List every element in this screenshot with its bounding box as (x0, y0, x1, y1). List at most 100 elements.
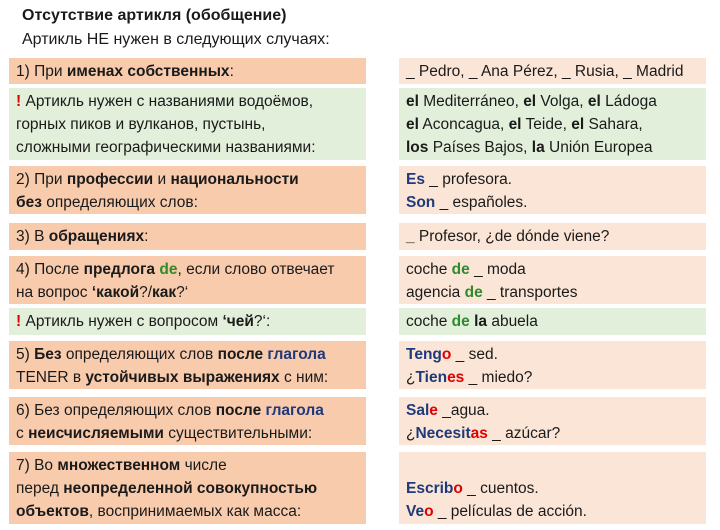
text-line: Es _ profesora. (406, 168, 699, 191)
text-segment: 1) При (16, 63, 67, 80)
text-segment: _ transportes (482, 284, 578, 301)
example-2-cell: Es _ profesora. Son _ españoles. (399, 166, 706, 214)
text-segment: la (531, 139, 545, 156)
text-line: 6) Без определяющих слов после глагола (16, 399, 359, 422)
text-segment: ¿ (406, 369, 416, 386)
text-segment: Sahara, (584, 116, 643, 133)
text-segment: Aconcagua, (418, 116, 509, 133)
text-segment: без (16, 194, 42, 211)
text-segment: o (453, 480, 463, 497)
text-segment: _ españoles. (435, 194, 528, 211)
text-segment: Ládoga (600, 93, 657, 110)
text-segment: e (429, 402, 438, 419)
text-line: 3) В обращениях: (16, 225, 359, 248)
rule-2-cell: 2) При профессии и национальности без опр… (9, 166, 366, 214)
text-line: coche de la abuela (406, 310, 699, 333)
text-segment: глагола (267, 346, 326, 363)
text-segment: Ve (406, 503, 425, 520)
text-segment: ! (16, 93, 22, 110)
text-segment: Артикль нужен с названиями водоёмов, (21, 93, 314, 110)
text-segment: el (523, 93, 537, 110)
text-segment: Es (406, 171, 425, 188)
example-6-cell: Sale _agua. ¿Necesitas _ azúcar? (399, 397, 706, 445)
text-segment: 5) (16, 346, 35, 363)
text-line: сложными географическими названиями: (16, 136, 359, 159)
text-segment: _ Pedro, _ Ana Pérez, _ Rusia, _ Madrid (406, 63, 684, 80)
text-segment: и (153, 171, 171, 188)
text-segment: los (406, 139, 429, 156)
text-segment: Tien (415, 369, 448, 386)
text-segment: _ películas de acción. (433, 503, 587, 520)
text-line: _ Pedro, _ Ana Pérez, _ Rusia, _ Madrid (406, 60, 699, 83)
text-line: объектов, воспринимаемых как масса: (16, 500, 359, 523)
text-segment: Teng (406, 346, 442, 363)
example-4-cell: coche de _ moda agencia de _ transportes (399, 256, 706, 304)
text-segment: _ cuentos. (462, 480, 539, 497)
example-whose-cell: coche de la abuela (399, 308, 706, 335)
text-segment: после (215, 402, 262, 419)
text-segment: 4) После (16, 261, 84, 278)
text-line: coche de _ moda (406, 258, 699, 281)
text-segment: на вопрос (16, 284, 92, 301)
text-segment: , воспринимаемых как масса: (88, 503, 302, 520)
text-segment: 7) Во (16, 457, 58, 474)
text-segment: ?/ (139, 284, 153, 301)
example-1-cell: _ Pedro, _ Ana Pérez, _ Rusia, _ Madrid (399, 58, 706, 84)
text-segment: ‘чей (222, 313, 254, 330)
exception-geo-cell: ! Артикль нужен с названиями водоёмов, го… (9, 88, 366, 160)
text-line: el Mediterráneo, el Volga, el Ládoga (406, 90, 699, 113)
text-line: ! Артикль нужен с вопросом ‘чей?‘: (16, 310, 359, 333)
text-segment: горных пиков и вулканов, пустынь, (16, 116, 266, 133)
example-5-cell: Tengo _ sed. ¿Tienes _ miedo? (399, 341, 706, 389)
rule-5-cell: 5) Без определяющих слов после глагола TE… (9, 341, 366, 389)
text-line: 7) Во множественном числе (16, 454, 359, 477)
text-line: 1) При именах собственных: (16, 60, 359, 83)
example-geo-cell: el Mediterráneo, el Volga, el Ládoga el A… (399, 88, 706, 160)
text-segment: _agua. (437, 402, 490, 419)
text-segment: множественном (57, 457, 181, 474)
text-segment: определяющих слов (61, 346, 218, 363)
text-segment: Escrib (406, 480, 454, 497)
text-segment: , если слово отвечает (177, 261, 335, 278)
text-segment: _ profesora. (424, 171, 512, 188)
text-line: ! Артикль нужен с названиями водоёмов, (16, 90, 359, 113)
text-segment: ¿ (406, 425, 416, 442)
text-segment: перед (16, 480, 64, 497)
text-segment: de (451, 313, 470, 330)
text-segment: предлога (83, 261, 156, 278)
text-segment: после (217, 346, 264, 363)
text-line: ¿Necesitas _ azúcar? (406, 422, 699, 445)
text-segment: el (571, 116, 585, 133)
text-segment: Без (34, 346, 62, 363)
text-line: ¿Tienes _ miedo? (406, 366, 699, 389)
text-segment: Артикль нужен с вопросом (21, 313, 223, 330)
text-segment: ?‘ (176, 284, 189, 301)
text-segment: 3) В (16, 228, 49, 245)
text-segment: 2) При (16, 171, 67, 188)
text-segment: Necesit (415, 425, 471, 442)
text-segment: abuela (487, 313, 538, 330)
text-segment: el (508, 116, 522, 133)
text-segment: Son (406, 194, 436, 211)
text-line: Sale _agua. (406, 399, 699, 422)
text-segment: o (441, 346, 452, 363)
text-segment: ! (16, 313, 22, 330)
text-segment: o (424, 503, 434, 520)
text-segment: неисчисляемыми (28, 425, 164, 442)
text-segment: существительными: (163, 425, 313, 442)
rule-6-cell: 6) Без определяющих слов после глагола с … (9, 397, 366, 445)
text-segment: es (447, 369, 465, 386)
text-segment: el (406, 116, 419, 133)
rule-4-cell: 4) После предлога de, если слово отвечае… (9, 256, 366, 304)
rule-1-cell: 1) При именах собственных: (9, 58, 366, 84)
page-subtitle: Артикль НЕ нужен в следующих случаях: (22, 31, 330, 48)
text-segment: Teide, (521, 116, 572, 133)
text-segment: Sal (406, 402, 430, 419)
text-line: 4) После предлога de, если слово отвечае… (16, 258, 359, 281)
text-segment: el (587, 93, 601, 110)
text-segment: Unión Europea (544, 139, 653, 156)
example-3-cell: _ Profesor, ¿de dónde viene? (399, 223, 706, 250)
text-segment: Países Bajos, (428, 139, 532, 156)
text-line: Escribo _ cuentos. (406, 477, 699, 500)
text-line: 2) При профессии и национальности (16, 168, 359, 191)
